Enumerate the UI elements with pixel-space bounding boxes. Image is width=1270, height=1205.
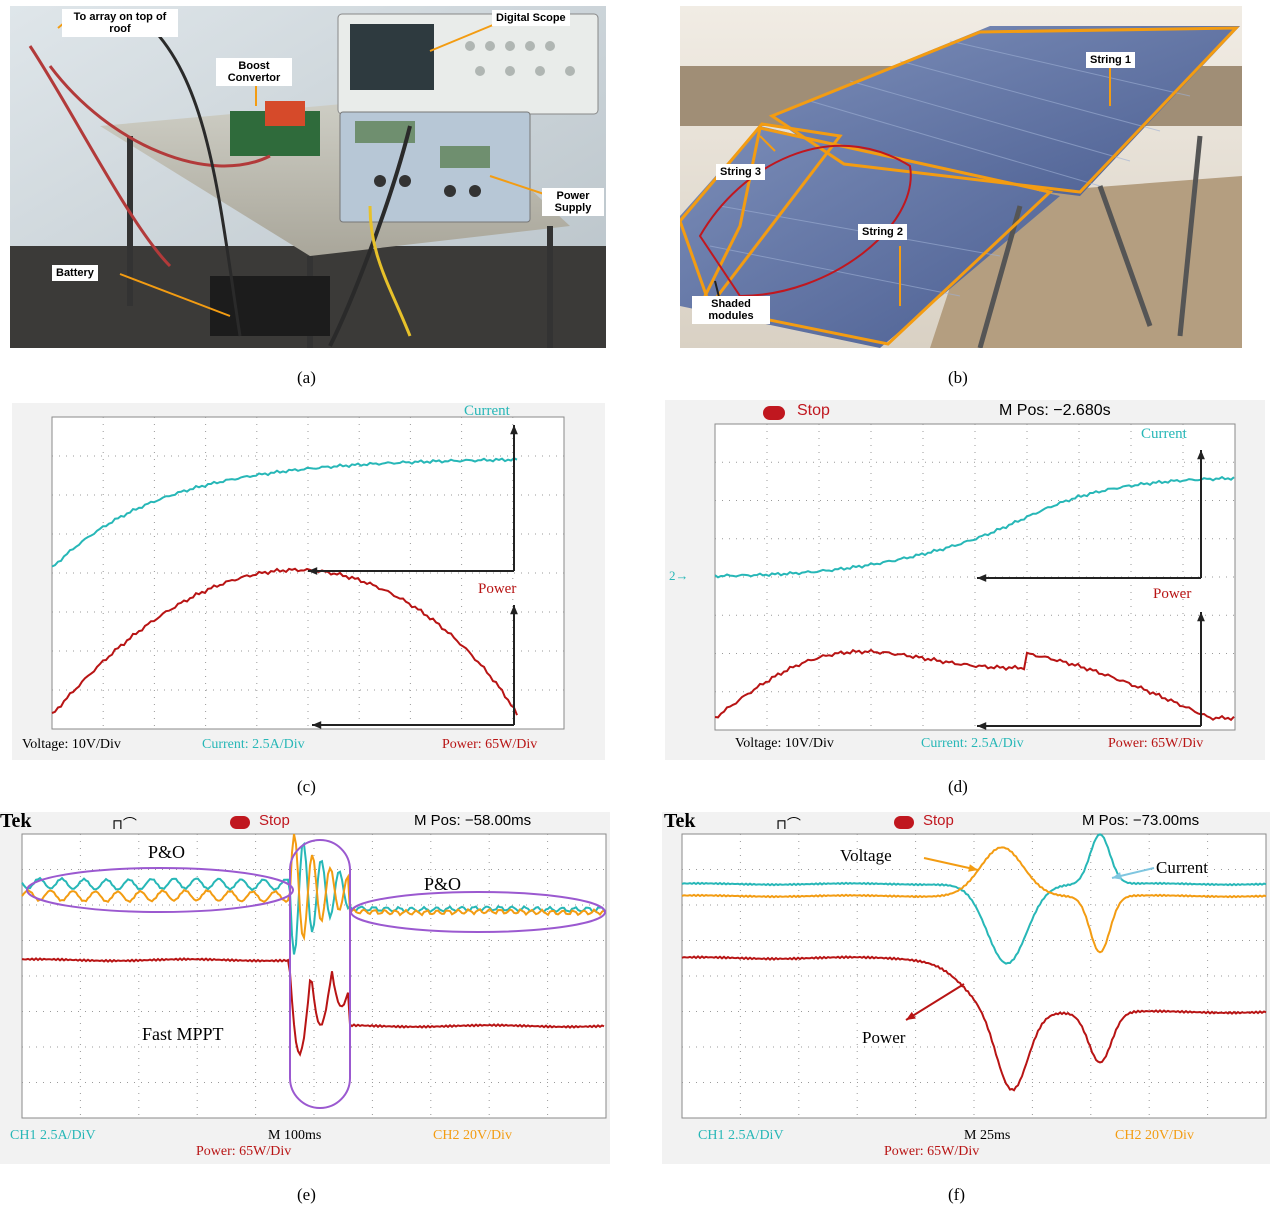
caption-d: (d) [948,777,968,796]
current-label: Current [464,403,510,419]
footer-ch2: CH2 20V/Div [433,1128,512,1143]
label-string-2: String 2 [858,224,907,240]
scope-plot-d [714,423,1236,731]
stop-indicator-icon [763,406,785,420]
footer-power: Power: 65W/Div [884,1144,980,1159]
label-roof: To array on top of roof [62,9,178,37]
stop-indicator-icon [894,816,914,829]
arrow-voltage-head [968,864,978,872]
channel-marker: 2→ [669,568,689,583]
photo-lab-setup: To array on top of roof Digital Scope Bo… [10,6,606,348]
scope-grid-area [51,416,565,730]
annotation-po-right: P&O [424,874,462,894]
voltage-label: Voltage [840,846,892,865]
label-shaded-modules: Shaded modules [692,296,770,324]
arrow-power [905,983,965,1021]
caption-e: (e) [297,1185,316,1204]
footer-power: Power: 65W/Div [196,1144,292,1159]
current-trace [21,841,605,955]
label-boost-convertor: Boost Convertor [216,58,292,86]
power-label: Power [478,581,517,597]
scope-plot-f [681,833,1267,1119]
caption-c: (c) [297,777,316,796]
current-label: Current [1156,858,1208,877]
label-battery: Battery [52,265,98,281]
footer-voltage: Voltage: 10V/Div [735,736,834,751]
voltage-trace [681,846,1267,954]
scope-panel-f: Tek ⊓⌒ Stop M Pos: −73.00ms Voltage Curr… [662,810,1270,1164]
arrow-power-axis-head [510,605,518,615]
annotation-po-left: P&O [148,842,186,862]
scope-grid-area [681,833,1267,1119]
footer-ch1: CH1 2.5A/DiV [10,1128,96,1143]
voltage-trace [21,833,605,942]
caption-b: (b) [948,368,968,387]
footer-ch1: CH1 2.5A/DiV [698,1128,784,1143]
m-pos: M Pos: −58.00ms [414,812,532,829]
power-trace [51,567,518,716]
current-trace [681,833,1267,965]
trigger-icon: ⊓⌒ [776,818,801,833]
power-label: Power [862,1028,906,1047]
tek-logo: Tek [664,810,696,832]
trigger-icon: ⊓⌒ [112,818,137,833]
arrow-power-axis-head [1197,612,1205,622]
footer-voltage: Voltage: 10V/Div [22,737,121,752]
arrow-current-x-head [308,567,318,575]
stop-label: Stop [923,812,954,829]
arrow-current-x-head [977,574,987,582]
arrow-power-x-head [312,721,322,729]
scope-plot-e [21,833,607,1119]
solar-array-illustration [680,6,1242,348]
stop-label: Stop [797,402,830,419]
lab-setup-illustration [10,6,606,348]
footer-power: Power: 65W/Div [1108,736,1204,751]
power-trace [714,648,1235,722]
scope-panel-e: Tek ⊓⌒ Stop M Pos: −58.00ms P&O P&O Fast… [0,810,610,1164]
tek-logo: Tek [0,810,32,832]
ellipse-fast-mppt [289,839,351,1109]
arrow-current-head [1112,872,1122,880]
label-digital-scope: Digital Scope [492,10,570,26]
stop-label: Stop [259,812,290,829]
arrow-voltage [923,857,979,871]
power-label: Power [1153,586,1192,602]
scope-panel-d: Stop M Pos: −2.680s 2→ Current Power Vol… [665,400,1265,760]
footer-current: Current: 2.5A/Div [921,736,1024,751]
power-trace [681,955,1267,1092]
current-label: Current [1141,426,1187,442]
current-trace [51,457,518,568]
power-trace [21,957,605,1057]
label-string-1: String 1 [1086,52,1135,68]
footer-power: Power: 65W/Div [442,737,538,752]
label-power-supply: Power Supply [542,188,604,216]
arrow-current-axis-head [510,425,518,435]
scope-plot-c [51,416,565,730]
arrow-power-x-head [977,722,987,730]
m-pos: M Pos: −73.00ms [1082,812,1200,829]
photo-solar-array: String 1 String 2 String 3 Shaded module… [680,6,1242,348]
scope-grid-area [21,833,607,1119]
caption-f: (f) [948,1185,965,1204]
ellipse-po-left [26,867,294,913]
label-string-3: String 3 [716,164,765,180]
footer-current: Current: 2.5A/Div [202,737,305,752]
footer-ch2: CH2 20V/Div [1115,1128,1194,1143]
stop-indicator-icon [230,816,250,829]
footer-timebase: M 25ms [964,1128,1011,1143]
current-trace [714,475,1235,579]
arrow-power-head [906,1011,916,1020]
m-pos: M Pos: −2.680s [999,402,1111,419]
arrow-current-axis-head [1197,450,1205,460]
caption-a: (a) [297,368,316,387]
annotation-fast-mppt: Fast MPPT [142,1024,224,1044]
footer-timebase: M 100ms [268,1128,322,1143]
scope-panel-c: Current Power Voltage: 10V/Div Current: … [12,403,605,760]
